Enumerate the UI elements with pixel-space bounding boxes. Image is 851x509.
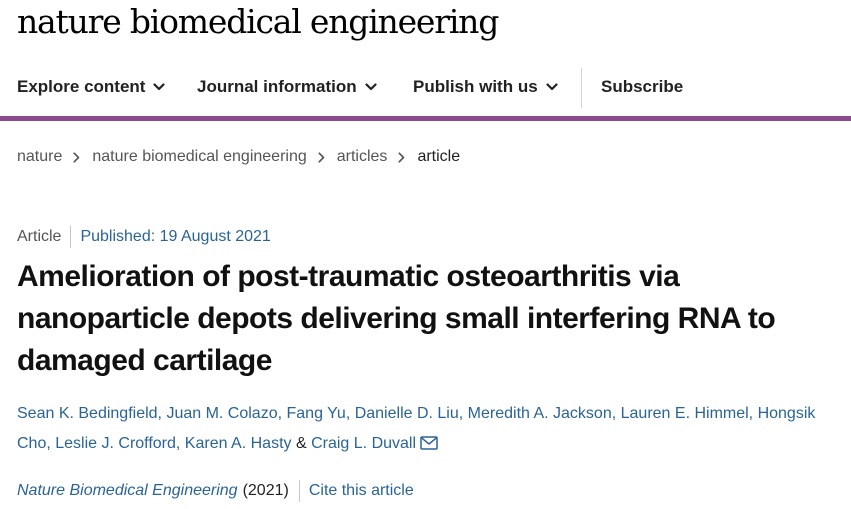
email-icon[interactable] bbox=[420, 431, 438, 461]
chevron-right-icon bbox=[318, 151, 325, 163]
main-navigation: Explore content Journal information Publ… bbox=[0, 58, 851, 116]
article-title: Amelioration of post-traumatic osteoarth… bbox=[17, 260, 776, 377]
article-meta: Article Published: 19 August 2021 bbox=[17, 226, 271, 248]
publication-date: Published: 19 August 2021 bbox=[80, 228, 271, 245]
author-link[interactable]: Meredith A. Jackson bbox=[467, 405, 612, 422]
author-link[interactable]: Karen A. Hasty bbox=[184, 435, 292, 452]
breadcrumb: nature nature biomedical engineering art… bbox=[17, 146, 460, 168]
author-link[interactable]: Lauren E. Himmel bbox=[620, 405, 749, 422]
meta-divider bbox=[70, 226, 72, 248]
breadcrumb-journal[interactable]: nature biomedical engineering bbox=[92, 148, 307, 165]
nav-item-label: Explore content bbox=[17, 77, 146, 96]
author-link[interactable]: Danielle D. Liu bbox=[354, 405, 459, 422]
breadcrumb-articles[interactable]: articles bbox=[336, 148, 388, 165]
author-link[interactable]: Hongsik Cho bbox=[17, 405, 816, 452]
chevron-right-icon bbox=[73, 151, 80, 163]
author-link[interactable]: Leslie J. Crofford bbox=[55, 435, 176, 452]
chevron-down-icon bbox=[365, 83, 377, 91]
chevron-right-icon bbox=[398, 151, 405, 163]
nav-journal-information[interactable]: Journal information bbox=[197, 58, 377, 116]
author-joiner: & bbox=[295, 435, 307, 452]
chevron-down-icon bbox=[153, 83, 166, 91]
nav-item-label: Subscribe bbox=[601, 77, 684, 96]
nav-item-label: Publish with us bbox=[413, 77, 538, 96]
nav-publish-with-us[interactable]: Publish with us bbox=[413, 58, 558, 116]
journal-name-link[interactable]: Nature Biomedical Engineering bbox=[17, 482, 238, 499]
chevron-down-icon bbox=[546, 83, 558, 91]
author-list: Sean K. Bedingfield, Juan M. Colazo, Fan… bbox=[17, 399, 837, 461]
cite-this-article-link[interactable]: Cite this article bbox=[308, 482, 414, 499]
nav-subscribe[interactable]: Subscribe bbox=[601, 58, 683, 116]
author-link[interactable]: Juan M. Colazo bbox=[166, 405, 278, 422]
author-link[interactable]: Craig L. Duvall bbox=[311, 435, 417, 452]
publication-year: (2021) bbox=[242, 482, 289, 499]
citation-row: Nature Biomedical Engineering (2021) Cit… bbox=[17, 478, 414, 504]
breadcrumb-nature[interactable]: nature bbox=[17, 148, 63, 165]
journal-brand-logo[interactable]: nature biomedical engineering bbox=[17, 2, 499, 41]
author-link[interactable]: Fang Yu bbox=[286, 405, 346, 422]
cite-divider bbox=[298, 480, 300, 502]
nav-divider bbox=[581, 68, 582, 108]
breadcrumb-current: article bbox=[417, 148, 461, 165]
nav-accent-rule bbox=[0, 116, 851, 121]
nav-explore-content[interactable]: Explore content bbox=[17, 58, 166, 116]
article-type: Article bbox=[17, 228, 62, 245]
nav-item-label: Journal information bbox=[197, 77, 357, 96]
author-link[interactable]: Sean K. Bedingfield bbox=[17, 405, 158, 422]
